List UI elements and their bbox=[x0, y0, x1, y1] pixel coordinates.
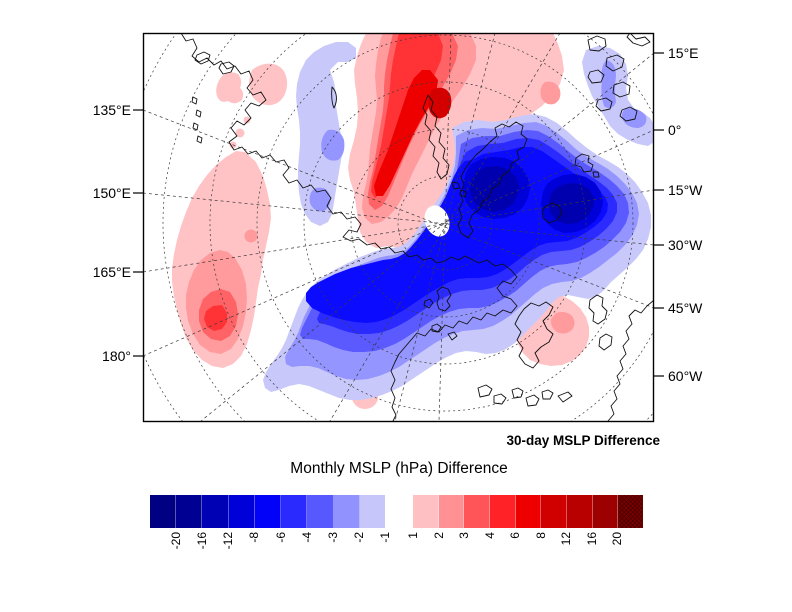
colorbar-segment bbox=[490, 495, 516, 528]
meridian-label: 0° bbox=[668, 122, 682, 138]
meridian-label: 135°E bbox=[92, 102, 131, 118]
colorbar-segment bbox=[254, 495, 282, 528]
colorbar-segment bbox=[150, 495, 177, 528]
meridian-label: 180° bbox=[102, 348, 131, 364]
colorbar-tick-label: 20 bbox=[610, 532, 625, 546]
colorbar-tick-label: 4 bbox=[482, 532, 497, 539]
colorbar-tick-label: 16 bbox=[584, 532, 599, 546]
colorbar-segment bbox=[618, 495, 644, 528]
colorbar-segment bbox=[202, 495, 229, 528]
map-frame bbox=[133, 32, 664, 423]
colorbar-segment bbox=[333, 495, 360, 528]
colorbar-title: Monthly MSLP (hPa) Difference bbox=[290, 460, 508, 477]
coastlines bbox=[180, 33, 654, 422]
colorbar-tick-label: 1 bbox=[406, 532, 420, 539]
graticule bbox=[143, 33, 654, 422]
colorbar-tick-label: 8 bbox=[533, 532, 548, 539]
colorbar-tick-label: 6 bbox=[508, 532, 523, 539]
meridian-label: 165°E bbox=[92, 264, 131, 280]
colorbar-tick-label: -3 bbox=[325, 532, 340, 543]
colorbar-negative bbox=[150, 495, 385, 528]
colorbar-positive bbox=[413, 495, 644, 528]
colorbar-tick-label: -1 bbox=[378, 532, 392, 543]
colorbar-tick-label: -20 bbox=[169, 532, 184, 550]
colorbar-tick-label: -2 bbox=[351, 532, 366, 543]
colorbar-tick-label: 2 bbox=[431, 532, 446, 539]
colorbar-tick-label: -8 bbox=[247, 532, 262, 543]
colorbar-segment bbox=[413, 495, 439, 528]
colorbar-segment bbox=[307, 495, 334, 528]
colorbar-tick-label: -16 bbox=[195, 532, 210, 550]
meridian-label: 15°W bbox=[668, 182, 703, 198]
colorbar-segment bbox=[228, 495, 255, 528]
meridian-label: 15°E bbox=[668, 45, 699, 61]
colorbar-tick-label: 12 bbox=[559, 532, 574, 546]
colorbar-segment bbox=[359, 495, 385, 528]
colorbar-tick-label: -12 bbox=[221, 532, 236, 550]
meridian-label: 150°E bbox=[92, 185, 131, 201]
meridian-label: 60°W bbox=[668, 368, 703, 384]
colorbar-segment bbox=[592, 495, 619, 528]
map-caption: 30-day MSLP Difference bbox=[506, 433, 660, 448]
colorbar-segment bbox=[464, 495, 491, 528]
colorbar-segment bbox=[176, 495, 203, 528]
colorbar-segment bbox=[515, 495, 542, 528]
colorbar-segment bbox=[567, 495, 593, 528]
colorbar-segment bbox=[281, 495, 308, 528]
meridian-label: 30°W bbox=[668, 237, 703, 253]
colorbar-tick-label: -4 bbox=[299, 532, 314, 543]
colorbar-segment bbox=[541, 495, 568, 528]
axis-ticks bbox=[133, 52, 664, 377]
negative-anomaly-contours bbox=[263, 42, 654, 400]
colorbar-tick-label: -6 bbox=[273, 532, 288, 543]
meridian-label: 45°W bbox=[668, 300, 703, 316]
positive-anomaly-contours bbox=[172, 33, 589, 409]
contour-field bbox=[172, 33, 654, 409]
colorbar-tick-label: 3 bbox=[457, 532, 472, 539]
colorbar-segment bbox=[438, 495, 465, 528]
